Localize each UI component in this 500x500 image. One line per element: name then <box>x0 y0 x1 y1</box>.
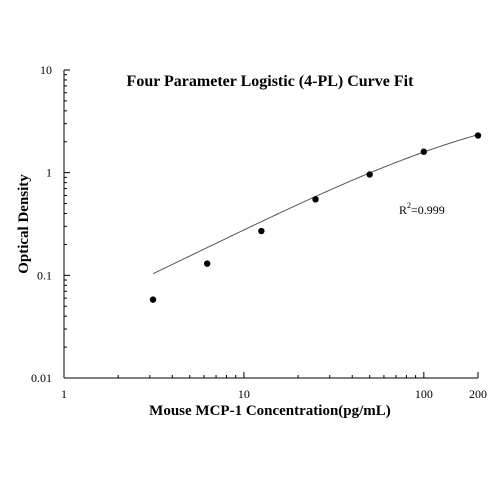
r-squared-superscript: 2 <box>407 201 411 210</box>
chart-title: Four Parameter Logistic (4-PL) Curve Fit <box>127 73 415 90</box>
y-tick-label: 0.01 <box>31 371 52 385</box>
y-axis-label: Optical Density <box>16 174 32 274</box>
x-tick-label: 10 <box>238 387 250 401</box>
data-point <box>366 171 373 178</box>
x-tick-label: 200 <box>469 387 487 401</box>
y-tick-label: 10 <box>40 63 52 77</box>
data-points <box>149 132 482 303</box>
data-point <box>420 148 428 155</box>
r-squared-base: R <box>399 203 407 217</box>
data-point <box>474 132 482 139</box>
data-point <box>203 260 211 267</box>
x-axis-ticks: 1 10 100 200 <box>61 372 487 401</box>
x-tick-label: 100 <box>415 387 433 401</box>
data-point <box>312 196 319 203</box>
data-point <box>149 296 157 303</box>
plot-frame <box>63 70 478 379</box>
x-axis-label: Mouse MCP-1 Concentration(pg/mL) <box>149 403 391 419</box>
r-squared-annotation: R2=0.999 <box>399 201 445 217</box>
y-tick-label: 0.1 <box>37 268 52 282</box>
data-point <box>258 227 265 235</box>
r-squared-value: =0.999 <box>411 203 445 217</box>
x-tick-label: 1 <box>61 387 67 401</box>
y-tick-label: 1 <box>46 166 52 180</box>
y-axis-ticks: 0.01 0.1 1 10 <box>31 63 70 385</box>
